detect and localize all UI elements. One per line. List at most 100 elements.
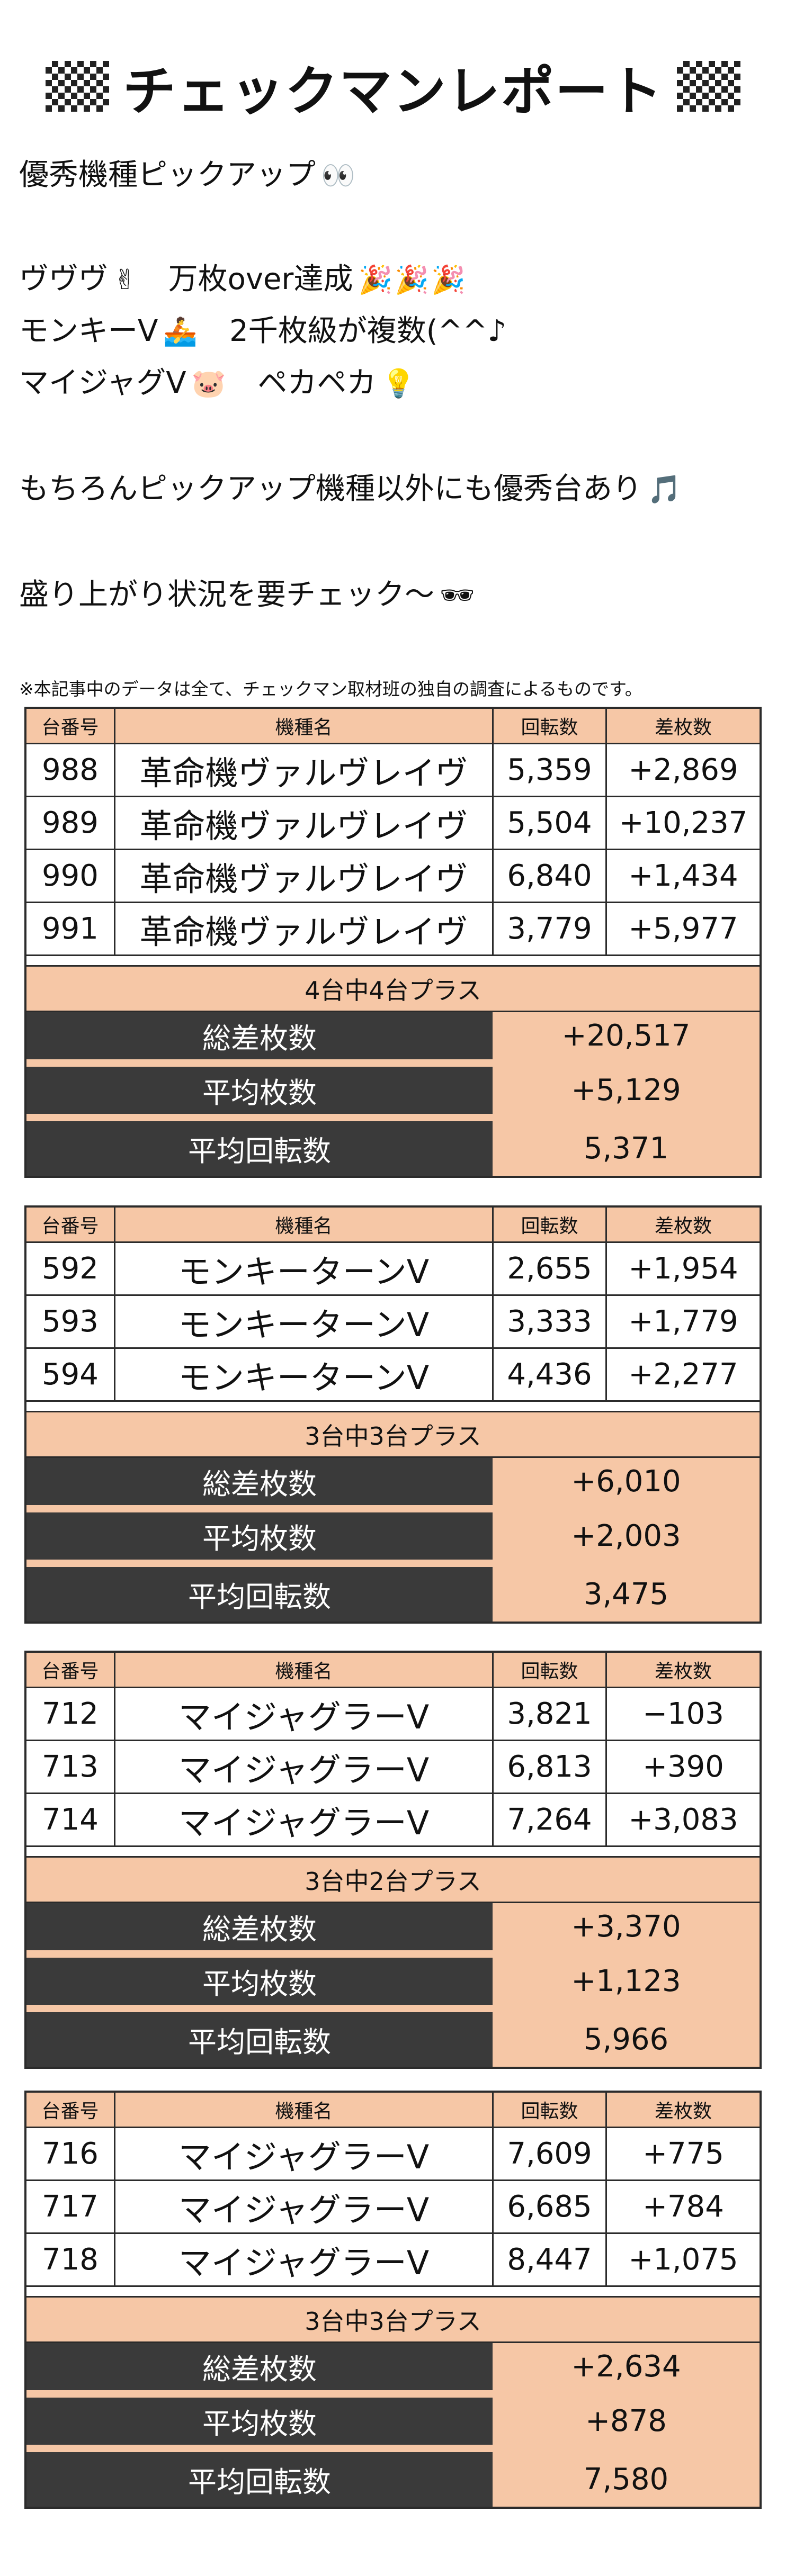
stat-label-average: 平均枚数 (26, 1512, 493, 1560)
header-diff: 差枚数 (654, 717, 712, 738)
diff: +784 (642, 2190, 724, 2224)
model-name: マイジャグラーV (115, 1741, 494, 1793)
diff: +3,083 (628, 1803, 738, 1837)
diff: +1,434 (628, 859, 738, 893)
spins: 6,813 (494, 1741, 607, 1793)
stat-row-avg-spins: 平均回転数 5,371 (26, 1121, 760, 1176)
page-title: チェックマンレポート (123, 60, 663, 122)
stat-row-total: 総差枚数 +3,370 (26, 1903, 760, 1958)
check-line: 盛り上がり状況を要チェック〜 🕶 (19, 571, 475, 614)
header-spins: 回転数 (494, 1653, 607, 1687)
model-name: マイジャグラーV (115, 1794, 494, 1845)
stat-value-total: +2,634 (493, 2343, 760, 2390)
stat-label-average: 平均枚数 (26, 1958, 493, 2005)
stat-value-total: +20,517 (493, 1012, 760, 1059)
table-row: 594 モンキーターンV 4,436 +2,277 (26, 1349, 760, 1402)
stat-label-total: 総差枚数 (26, 1458, 493, 1505)
spins: 7,609 (494, 2128, 607, 2179)
eyes-icon: 👀 (321, 160, 355, 192)
header-machine-no: 台番号 (26, 1208, 115, 1241)
spins: 8,447 (494, 2234, 607, 2285)
diff: +775 (642, 2137, 724, 2171)
table-header: 台番号 機種名 回転数 差枚数 (26, 1208, 760, 1243)
pickup-heading: 優秀機種ピックアップ 👀 (19, 151, 355, 194)
model-name: 革命機ヴァルヴレイヴ (115, 744, 494, 796)
spins: 3,821 (494, 1688, 607, 1740)
checkered-flag-icon (677, 61, 740, 112)
machine-no: 989 (26, 797, 115, 849)
check-text: 盛り上がり状況を要チェック〜 (19, 578, 434, 612)
divider (26, 2287, 760, 2298)
stat-row-avg-spins: 平均回転数 5,966 (26, 2012, 760, 2067)
pickup-text-myjug: ペカペカ (257, 366, 377, 400)
sunglasses-icon: 🕶 (440, 580, 475, 611)
spins: 6,685 (494, 2181, 607, 2232)
other-machines-text: もちろんピックアップ機種以外にも優秀台あり (19, 472, 642, 506)
result-group: 台番号 機種名 回転数 差枚数 712 マイジャグラーV 3,821 −103 … (24, 1651, 762, 2069)
stat-value-average: +1,123 (493, 1958, 760, 2005)
header-model: 機種名 (115, 1208, 494, 1241)
result-group: 台番号 機種名 回転数 差枚数 592 モンキーターンV 2,655 +1,95… (24, 1205, 762, 1624)
table-row: 718 マイジャグラーV 8,447 +1,075 (26, 2234, 760, 2287)
machine-no: 713 (26, 1741, 115, 1793)
header-machine-no: 台番号 (26, 1653, 115, 1687)
machine-no: 594 (26, 1349, 115, 1400)
stat-value-avg-spins: 3,475 (493, 1567, 760, 1622)
model-name: マイジャグラーV (115, 2181, 494, 2232)
report-title: チェックマンレポート (0, 47, 786, 126)
rowboat-icon: 🚣 (163, 316, 198, 348)
spins: 4,436 (494, 1349, 607, 1400)
machine-no: 714 (26, 1794, 115, 1845)
spins: 6,840 (494, 850, 607, 902)
stat-label-total: 総差枚数 (26, 1903, 493, 1950)
model-name: モンキーターンV (115, 1296, 494, 1347)
spins: 3,333 (494, 1296, 607, 1347)
stat-row-avg-spins: 平均回転数 7,580 (26, 2452, 760, 2507)
diff: +10,237 (619, 806, 748, 840)
summary-title: 3台中2台プラス (26, 1858, 760, 1903)
table-row: 989 革命機ヴァルヴレイヴ 5,504 +10,237 (26, 797, 760, 850)
pickup-text-vuvuvu: 万枚over達成 (168, 262, 353, 296)
table-header: 台番号 機種名 回転数 差枚数 (26, 709, 760, 744)
stat-row-average: 平均枚数 +2,003 (26, 1512, 760, 1567)
machine-no: 592 (26, 1243, 115, 1294)
header-model: 機種名 (115, 709, 494, 743)
checkered-flag-icon (46, 61, 109, 112)
diff: +1,954 (628, 1251, 738, 1286)
header-machine-no: 台番号 (26, 2093, 115, 2127)
spins: 5,359 (494, 744, 607, 796)
stat-label-avg-spins: 平均回転数 (26, 2452, 493, 2507)
machine-no: 712 (26, 1688, 115, 1740)
machine-no: 990 (26, 850, 115, 902)
stat-row-average: 平均枚数 +878 (26, 2398, 760, 2452)
header-diff: 差枚数 (654, 1661, 712, 1682)
machine-no: 717 (26, 2181, 115, 2232)
party-popper-icon: 🎉 (431, 264, 466, 296)
header-model: 機種名 (115, 2093, 494, 2127)
model-name: マイジャグラーV (115, 2234, 494, 2285)
spins: 5,504 (494, 797, 607, 849)
table-row: 714 マイジャグラーV 7,264 +3,083 (26, 1794, 760, 1847)
stat-value-average: +878 (493, 2398, 760, 2445)
spins: 7,264 (494, 1794, 607, 1845)
pickup-text-monkey: 2千枚級が複数(^^♪ (229, 314, 507, 348)
pickup-model-myjug: マイジャグV (19, 366, 186, 400)
header-machine-no: 台番号 (26, 709, 115, 743)
stat-label-avg-spins: 平均回転数 (26, 1567, 493, 1622)
stat-value-average: +2,003 (493, 1512, 760, 1560)
pickup-heading-text: 優秀機種ピックアップ (19, 158, 316, 192)
party-popper-icon: 🎉 (395, 264, 429, 296)
machine-no: 716 (26, 2128, 115, 2179)
summary-title: 4台中4台プラス (26, 967, 760, 1012)
stat-label-average: 平均枚数 (26, 2398, 493, 2445)
machine-no: 593 (26, 1296, 115, 1347)
music-notes-icon: 🎵 (647, 474, 682, 506)
light-bulb-icon: 💡 (381, 368, 416, 400)
disclaimer: ※本記事中のデータは全て、チェックマン取材班の独自の調査によるものです。 (19, 679, 642, 699)
stat-value-avg-spins: 5,966 (493, 2012, 760, 2067)
pig-face-icon: 🐷 (191, 368, 226, 400)
model-name: マイジャグラーV (115, 1688, 494, 1740)
model-name: 革命機ヴァルヴレイヴ (115, 850, 494, 902)
result-group: 台番号 機種名 回転数 差枚数 988 革命機ヴァルヴレイヴ 5,359 +2,… (24, 707, 762, 1178)
divider (26, 956, 760, 967)
